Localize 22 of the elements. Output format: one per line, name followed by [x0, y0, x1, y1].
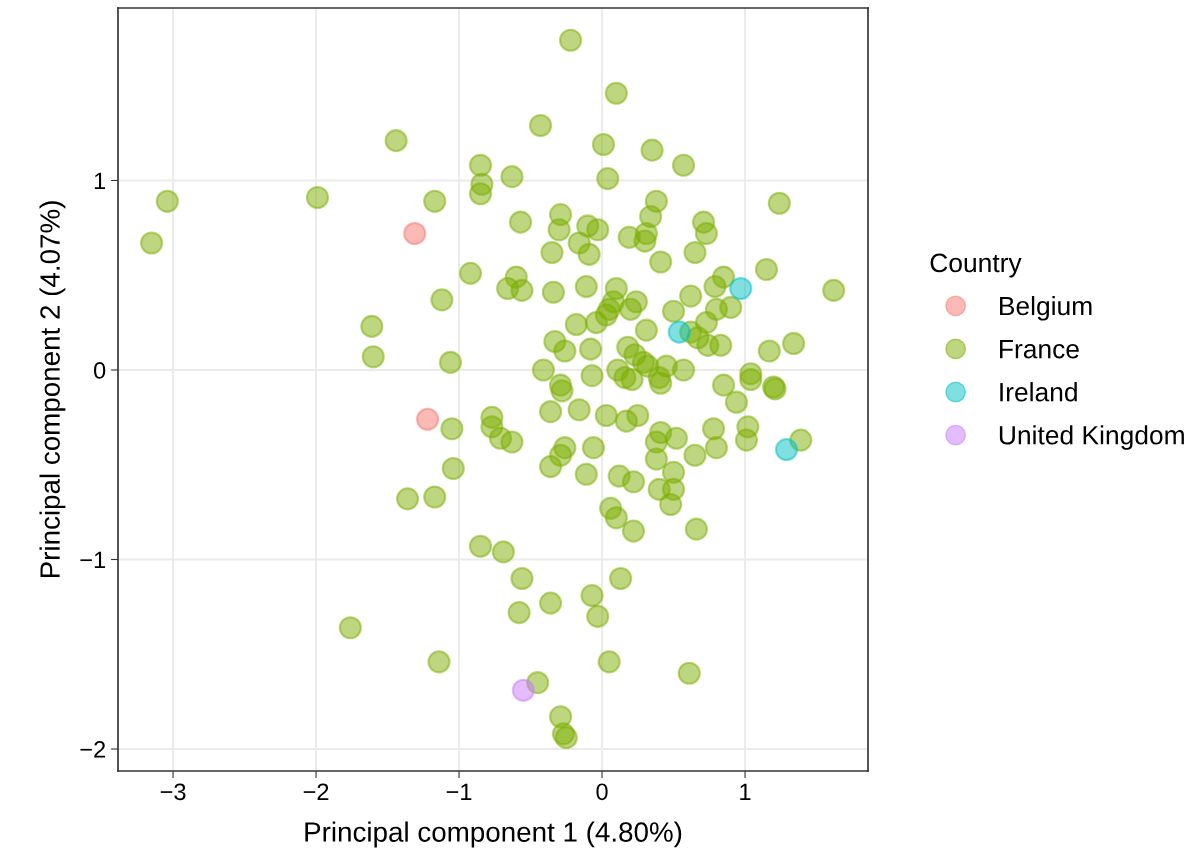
y-tick-label: 0 [93, 362, 106, 379]
x-axis-title: Principal component 1 (4.80%) [305, 821, 682, 848]
y-tick-label: −1 [80, 551, 106, 569]
legend-label: United Kingdom [999, 425, 1184, 450]
point [416, 407, 440, 431]
x-tick-label: 0 [596, 783, 608, 801]
legend-title: Country [930, 253, 1022, 278]
x-tick-label: −3 [160, 783, 186, 801]
x-tick-label: −1 [446, 783, 472, 800]
y-axis-title: Principal component 2 (4.07%) [39, 201, 66, 578]
point [511, 678, 535, 702]
point [667, 320, 691, 344]
x-tick-label: −2 [303, 783, 329, 800]
legend-label: France [1000, 340, 1079, 359]
x-tick-label: 1 [740, 783, 751, 800]
y-tick-label: −2 [80, 741, 106, 758]
point [729, 276, 753, 301]
legend-label: Ireland [1000, 382, 1077, 402]
point [774, 438, 799, 462]
y-tick-label: 1 [94, 172, 106, 190]
legend-label: Belgium [1000, 295, 1092, 321]
point [403, 221, 427, 246]
